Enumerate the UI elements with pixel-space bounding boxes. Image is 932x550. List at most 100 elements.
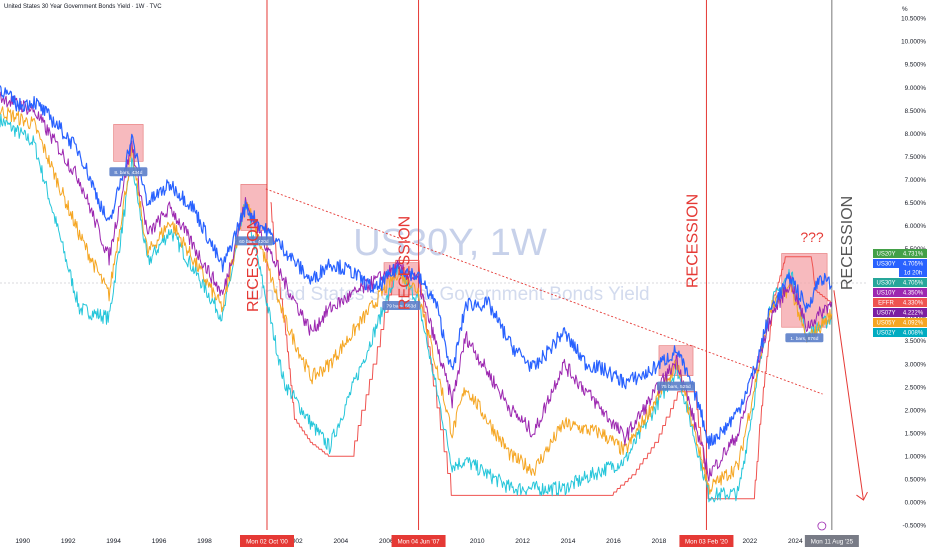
forecast-arrow: [833, 290, 864, 501]
legend-value: 4.731%: [903, 252, 924, 258]
y-tick-label: 9.500%: [905, 62, 927, 69]
legend-label: EFFR: [878, 301, 894, 307]
x-tick-label: 2006: [379, 538, 394, 545]
legend-label-tag: [873, 318, 899, 327]
y-tick-label: 10.500%: [901, 16, 926, 23]
legend-sub: 1d 20h: [904, 271, 922, 277]
measure-tooltip: [109, 167, 148, 177]
x-tick-label: 2012: [515, 538, 530, 545]
legend-value: 4.092%: [903, 321, 924, 327]
legend-label: US30Y: [876, 262, 895, 268]
legend-value-tag: [899, 278, 927, 287]
legend-sub-tag: [899, 268, 927, 277]
legend-value-tag: [899, 249, 927, 258]
watermark-symbol: US30Y, 1W: [353, 222, 547, 264]
date-badge-text: Mon 04 Jun '07: [397, 539, 440, 546]
legend-value: 4.330%: [903, 301, 924, 307]
series-line-effr: [270, 202, 832, 500]
y-tick-label: 7.500%: [905, 154, 927, 161]
legend-value: 4.008%: [903, 331, 924, 337]
y-tick-label: 3.000%: [905, 361, 927, 368]
chart-title: United States 30 Year Government Bonds Y…: [4, 4, 162, 10]
recession-label: RECESSION: [684, 194, 701, 288]
current-date-badge: [804, 535, 859, 547]
recession-label-current: RECESSION: [839, 196, 856, 290]
legend-value-tag: [899, 308, 927, 317]
trend-line: [265, 188, 823, 395]
legend-value-tag: [899, 318, 927, 327]
legend-value-tag: [899, 288, 927, 297]
y-tick-label: 8.000%: [905, 131, 927, 138]
date-badge: [679, 535, 734, 547]
date-badge-text: Mon 02 Oct '00: [246, 539, 288, 546]
x-tick-label: 1992: [61, 538, 76, 545]
measure-tooltip-text: 79 bars, 553d: [387, 304, 417, 310]
legend-value-tag: [899, 298, 927, 307]
current-date-badge-text: Mon 11 Aug '25: [811, 539, 854, 546]
date-badge: [239, 535, 294, 547]
date-badge-text: Mon 03 Feb '20: [685, 539, 728, 546]
legend-label-tag: [873, 328, 899, 337]
legend-value: 4.705%: [903, 262, 924, 268]
event-marker-icon: [817, 521, 827, 531]
y-tick-label: 2.500%: [905, 384, 927, 391]
legend-label: US20Y: [876, 252, 895, 258]
measure-tooltip-text: 8. bars, 434d: [114, 170, 142, 176]
forecast-arrow-head: [856, 491, 868, 501]
measure-tooltip: [785, 333, 824, 343]
legend-label-tag: [873, 298, 899, 307]
legend-label-tag: [873, 288, 899, 297]
legend-value: 4.350%: [903, 291, 924, 297]
x-tick-label: 2004: [334, 538, 349, 545]
legend-value-tag: [899, 328, 927, 337]
measure-tooltip-text: 1. bars, 876d: [790, 336, 818, 342]
series-line-us02y: [0, 113, 832, 503]
legend-label-tag: [873, 259, 899, 268]
x-tick-label: 2002: [288, 538, 303, 545]
y-tick-label: 0.500%: [905, 477, 927, 484]
y-tick-label: 6.000%: [905, 223, 927, 230]
y-tick-label: 1.500%: [905, 430, 927, 437]
x-tick-label: 2016: [606, 538, 621, 545]
legend-label: US05Y: [876, 321, 895, 327]
legend-label-tag: [873, 308, 899, 317]
watermark-name: United States 30 Year Government Bonds Y…: [250, 284, 649, 305]
y-tick-label: 9.000%: [905, 85, 927, 92]
measure-tooltip: [234, 236, 273, 246]
legend-label: US07Y: [876, 311, 895, 317]
legend-value-tag: [899, 259, 927, 268]
x-tick-label: 2022: [743, 538, 758, 545]
recession-label: RECESSION: [397, 216, 414, 310]
legend-label-tag: [873, 249, 899, 258]
y-tick-label: 6.500%: [905, 200, 927, 207]
y-tick-label: 10.000%: [901, 39, 926, 46]
x-tick-label: 2010: [470, 538, 485, 545]
y-tick-label: -0.500%: [903, 523, 927, 530]
x-tick-label: 2014: [561, 538, 576, 545]
legend-label-tag: [873, 278, 899, 287]
x-tick-label: 2024: [788, 538, 803, 545]
y-tick-label: 8.500%: [905, 108, 927, 115]
y-tick-label: 1.000%: [905, 453, 927, 460]
y-tick-label: 2.000%: [905, 407, 927, 414]
measure-tooltip: [382, 300, 421, 310]
x-tick-label: 2018: [652, 538, 667, 545]
x-tick-label: 1998: [197, 538, 212, 545]
recession-label: RECESSION: [245, 218, 262, 312]
y-axis-unit: %: [902, 6, 908, 13]
legend-label: US30Y: [876, 281, 895, 287]
x-tick-label: 1994: [106, 538, 121, 545]
y-tick-label: 3.500%: [905, 338, 927, 345]
legend-label: US10Y: [876, 291, 895, 297]
x-tick-label: 1990: [15, 538, 30, 545]
y-tick-label: 7.000%: [905, 177, 927, 184]
measure-tooltip-text: 75 bars, 525d: [661, 384, 691, 390]
question-label: ???: [800, 229, 824, 245]
measure-tooltip: [656, 381, 695, 391]
measure-tooltip-text: 60 bars, 420d: [239, 239, 269, 245]
x-tick-label: 1996: [152, 538, 167, 545]
date-badge: [391, 535, 446, 547]
y-tick-label: 0.000%: [905, 500, 927, 507]
legend-value: 4.222%: [903, 311, 924, 317]
